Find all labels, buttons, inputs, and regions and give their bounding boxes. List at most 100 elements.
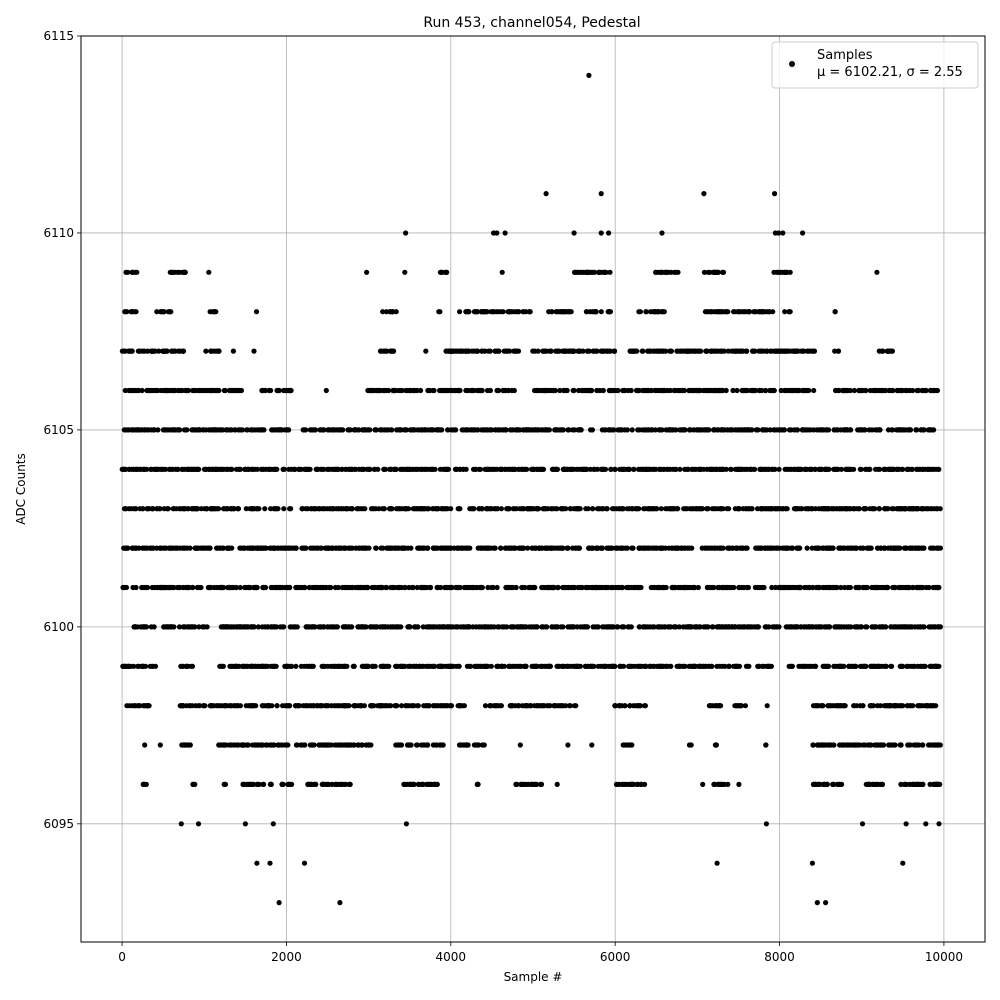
sample-point bbox=[566, 427, 572, 433]
sample-point bbox=[774, 545, 780, 551]
sample-point bbox=[626, 584, 632, 591]
sample-point bbox=[730, 387, 736, 394]
sample-point bbox=[128, 427, 135, 433]
sample-point bbox=[351, 663, 357, 669]
sample-point bbox=[252, 663, 258, 669]
sample-point bbox=[470, 466, 477, 472]
sample-point bbox=[277, 427, 283, 433]
sample-point bbox=[856, 584, 863, 591]
sample-point bbox=[910, 506, 916, 512]
sample-point bbox=[482, 624, 489, 630]
sample-point bbox=[553, 506, 559, 512]
sample-point bbox=[218, 703, 225, 709]
sample-point bbox=[888, 624, 894, 630]
sample-point bbox=[279, 584, 285, 591]
sample-point bbox=[763, 624, 769, 630]
sample-point bbox=[494, 663, 500, 669]
sample-point bbox=[592, 309, 598, 315]
sample-point bbox=[820, 584, 826, 591]
sample-point bbox=[164, 387, 170, 394]
sample-point bbox=[262, 584, 268, 591]
sample-point bbox=[281, 624, 287, 630]
sample-point bbox=[551, 545, 557, 551]
sample-point bbox=[217, 663, 223, 669]
sample-point bbox=[517, 545, 523, 551]
sample-point bbox=[740, 309, 746, 315]
sample-point bbox=[576, 387, 582, 394]
sample-point bbox=[687, 427, 694, 433]
sample-point bbox=[133, 309, 139, 315]
sample-point bbox=[549, 624, 555, 630]
sample-point bbox=[689, 506, 695, 512]
sample-point bbox=[272, 624, 278, 630]
sample-point bbox=[458, 624, 464, 630]
sample-point bbox=[676, 387, 682, 394]
sample-point bbox=[398, 624, 404, 630]
sample-point bbox=[321, 624, 327, 630]
sample-point bbox=[154, 309, 160, 315]
sample-point bbox=[921, 624, 927, 630]
sample-point bbox=[804, 545, 810, 551]
sample-point bbox=[613, 545, 619, 551]
sample-point bbox=[788, 427, 794, 433]
sample-point bbox=[130, 269, 136, 275]
sample-point bbox=[482, 309, 488, 315]
sample-point bbox=[424, 466, 430, 472]
sample-point bbox=[378, 545, 384, 551]
sample-point bbox=[767, 545, 773, 551]
sample-point bbox=[619, 506, 626, 512]
sample-point bbox=[598, 309, 604, 315]
sample-point bbox=[237, 387, 243, 394]
sample-point bbox=[149, 506, 155, 512]
sample-point bbox=[387, 466, 393, 472]
sample-point bbox=[367, 427, 373, 433]
sample-point bbox=[445, 663, 452, 669]
sample-point bbox=[705, 506, 711, 512]
sample-point bbox=[288, 506, 294, 512]
sample-point bbox=[932, 387, 938, 394]
sample-point bbox=[438, 584, 444, 591]
sample-point bbox=[376, 387, 382, 394]
sample-point bbox=[463, 309, 469, 315]
sample-point bbox=[929, 663, 935, 669]
sample-point bbox=[147, 545, 153, 551]
sample-point bbox=[651, 584, 657, 591]
sample-point bbox=[703, 348, 709, 354]
sample-point bbox=[468, 663, 474, 669]
sample-point bbox=[184, 466, 190, 472]
sample-point bbox=[473, 624, 479, 630]
sample-point bbox=[520, 309, 526, 315]
sample-point bbox=[238, 624, 244, 630]
sample-point bbox=[324, 545, 330, 551]
sample-point bbox=[303, 506, 309, 512]
sample-point bbox=[530, 466, 536, 472]
sample-point bbox=[652, 309, 659, 315]
sample-point bbox=[228, 663, 234, 669]
sample-point bbox=[549, 466, 556, 472]
sample-point bbox=[674, 348, 680, 354]
sample-point bbox=[478, 387, 484, 394]
sample-point bbox=[658, 269, 664, 275]
sample-point bbox=[718, 309, 724, 315]
sample-point bbox=[249, 506, 255, 512]
sample-point bbox=[720, 506, 726, 512]
sample-point bbox=[398, 663, 405, 669]
sample-point bbox=[537, 387, 543, 394]
sample-point bbox=[171, 584, 177, 591]
sample-point bbox=[491, 545, 497, 551]
sample-point bbox=[380, 309, 386, 315]
sample-point bbox=[720, 269, 726, 275]
sample-point bbox=[189, 663, 196, 669]
sample-point bbox=[830, 584, 836, 591]
sample-point bbox=[847, 427, 853, 433]
sample-point bbox=[936, 624, 942, 630]
sample-point bbox=[904, 663, 910, 669]
sample-point bbox=[753, 624, 760, 630]
sample-point bbox=[349, 506, 355, 512]
sample-point bbox=[397, 466, 403, 472]
sample-point bbox=[706, 427, 712, 433]
sample-point bbox=[141, 348, 147, 354]
sample-point bbox=[319, 427, 325, 433]
sample-point bbox=[381, 663, 388, 669]
sample-point bbox=[443, 506, 450, 512]
